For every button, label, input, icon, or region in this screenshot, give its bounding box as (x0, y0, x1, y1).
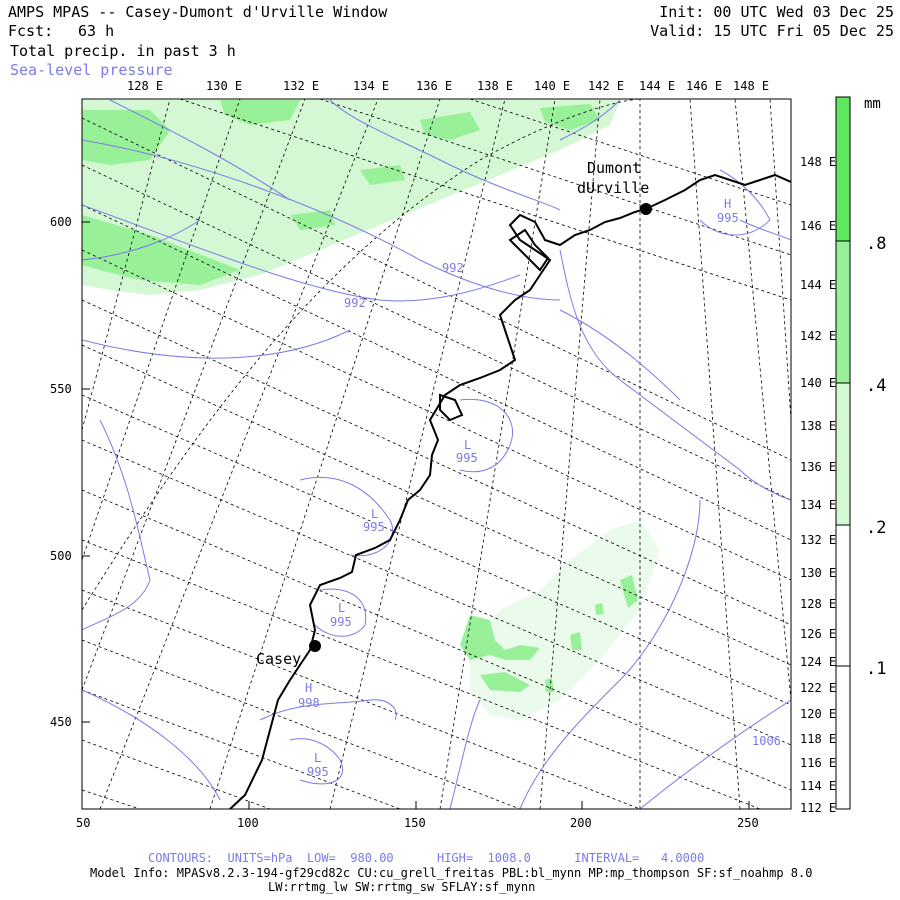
valid-time: Valid: 15 UTC Fri 05 Dec 25 (650, 22, 894, 40)
pressure-center-low: L (314, 751, 321, 765)
y-tick-label: 550 (50, 382, 72, 396)
top-lon-label: 130 E (206, 79, 242, 93)
y-tick-label: 450 (50, 715, 72, 729)
y-axis: 600 550 500 450 (50, 215, 90, 729)
x-tick-label: 50 (76, 816, 90, 830)
colorbar: mm .8 .4 .2 .1 (835, 96, 886, 810)
precip-shading (82, 100, 660, 720)
top-lon-label: 140 E (534, 79, 570, 93)
right-lon-label: 136 E (800, 460, 836, 474)
right-lon-label: 138 E (800, 419, 836, 433)
right-lon-label: 116 E (800, 756, 836, 770)
right-lon-label: 128 E (800, 597, 836, 611)
right-lon-label: 112 E (800, 801, 836, 815)
colorbar-level: .4 (866, 376, 886, 396)
pressure-contours (82, 99, 791, 809)
right-lon-label: 120 E (800, 707, 836, 721)
colorbar-level: .8 (866, 234, 886, 254)
graticule (82, 99, 791, 809)
casey-station-marker (309, 640, 321, 652)
top-lon-label: 128 E (127, 79, 163, 93)
isobar-label: 992 (344, 296, 366, 310)
right-lon-label: 146 E (800, 219, 836, 233)
right-lon-label: 122 E (800, 681, 836, 695)
colorbar-segment-04 (836, 241, 850, 383)
dumont-label-line2: dUrville (577, 179, 649, 197)
pressure-center-low: L (464, 438, 471, 452)
forecast-label: Fcst: (8, 22, 54, 40)
map-title: AMPS MPAS -- Casey-Dumont d'Urville Wind… (8, 3, 388, 21)
isobar-label: 995 (330, 615, 352, 629)
x-tick-label: 250 (737, 816, 759, 830)
isobar-label: 992 (442, 261, 464, 275)
top-lon-label: 134 E (353, 79, 389, 93)
forecast-value: 63 h (78, 22, 115, 40)
pressure-center-low: L (371, 507, 378, 521)
right-lon-label: 126 E (800, 627, 836, 641)
overlay-label: Sea-level pressure (10, 61, 173, 79)
isobar-label: 1006 (752, 734, 781, 748)
colorbar-level: .1 (866, 659, 886, 679)
right-lon-label: 134 E (800, 498, 836, 512)
casey-label: Casey (256, 650, 301, 668)
dumont-label-line1: Dumont (587, 159, 641, 177)
isobar-label: 995 (456, 451, 478, 465)
right-lon-label: 140 E (800, 376, 836, 390)
colorbar-unit: mm (864, 96, 881, 112)
isobar-label: 998 (298, 696, 320, 710)
right-lon-label: 142 E (800, 329, 836, 343)
pressure-center-high: H (724, 197, 731, 211)
right-lon-label: 132 E (800, 533, 836, 547)
right-lon-label: 148 E (800, 155, 836, 169)
top-lon-label: 146 E (686, 79, 722, 93)
right-lon-label: 130 E (800, 566, 836, 580)
right-lon-label: 124 E (800, 655, 836, 669)
right-longitude-axis: 148 E 146 E 144 E 142 E 140 E 138 E 136 … (800, 155, 836, 815)
colorbar-level: .2 (866, 518, 886, 538)
isobar-label: 995 (307, 765, 329, 779)
plot-frame (81, 98, 792, 810)
top-lon-label: 148 E (733, 79, 769, 93)
pressure-center-high: H (305, 681, 312, 695)
top-lon-label: 144 E (639, 79, 675, 93)
x-tick-label: 100 (237, 816, 259, 830)
x-axis: 50 100 150 200 250 (76, 801, 759, 830)
model-info-line2: LW:rrtmg_lw SW:rrtmg_sw SFLAY:sf_mynn (268, 880, 536, 894)
top-lon-label: 138 E (477, 79, 513, 93)
init-time: Init: 00 UTC Wed 03 Dec 25 (659, 3, 894, 21)
pressure-center-low: L (338, 601, 345, 615)
x-tick-label: 150 (404, 816, 426, 830)
top-lon-label: 132 E (283, 79, 319, 93)
top-longitude-axis: 128 E 130 E 132 E 134 E 136 E 138 E 140 … (127, 79, 769, 93)
dumont-station-marker (640, 203, 652, 215)
isobar-label: 995 (363, 520, 385, 534)
top-lon-label: 142 E (588, 79, 624, 93)
y-tick-label: 500 (50, 549, 72, 563)
colorbar-segment-08 (836, 97, 850, 241)
contours-info: CONTOURS: UNITS=hPa LOW= 980.00 HIGH= 10… (148, 851, 705, 865)
pressure-labels: 992 992 995 995 995 995 998 1006 995 H L… (298, 197, 781, 779)
x-tick-label: 200 (570, 816, 592, 830)
colorbar-segment-02 (836, 383, 850, 525)
field-label: Total precip. in past 3 h (10, 42, 236, 60)
right-lon-label: 144 E (800, 278, 836, 292)
right-lon-label: 118 E (800, 732, 836, 746)
colorbar-segment-01 (836, 525, 850, 809)
right-lon-label: 114 E (800, 779, 836, 793)
model-info: Model Info: MPASv8.2.3-194-gf29cd82c CU:… (90, 866, 813, 880)
isobar-label: 995 (717, 211, 739, 225)
y-tick-label: 600 (50, 215, 72, 229)
top-lon-label: 136 E (416, 79, 452, 93)
